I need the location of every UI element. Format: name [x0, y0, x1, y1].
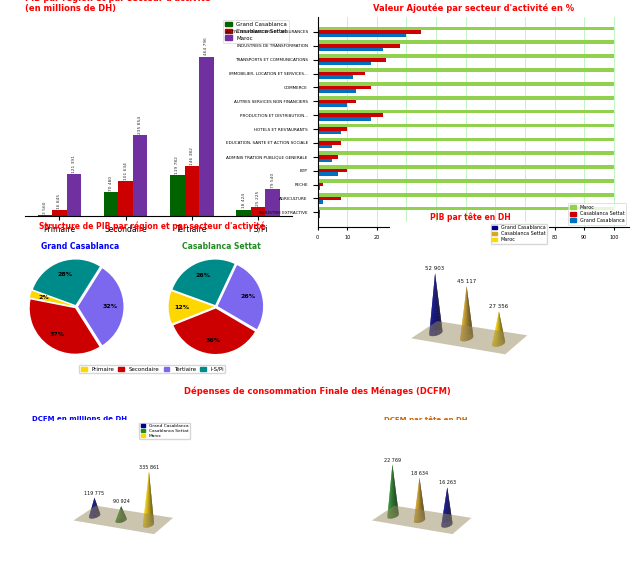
- Legend: Grand Casablanca, Casablanca Settat, Maroc: Grand Casablanca, Casablanca Settat, Mar…: [223, 20, 290, 43]
- Bar: [318, 30, 421, 34]
- Bar: [318, 145, 332, 148]
- Text: 32%: 32%: [102, 304, 117, 309]
- Title: PIB par tête en DH: PIB par tête en DH: [429, 212, 511, 222]
- Bar: [318, 165, 614, 169]
- Bar: [318, 214, 321, 218]
- Wedge shape: [30, 299, 100, 354]
- Wedge shape: [173, 260, 234, 305]
- Bar: [318, 193, 614, 197]
- Bar: [318, 61, 371, 65]
- Text: 119 782: 119 782: [175, 156, 179, 174]
- Bar: [318, 152, 614, 155]
- Wedge shape: [78, 268, 123, 345]
- Legend: Grand Casablanca, Casablanca Settat, Maroc: Grand Casablanca, Casablanca Settat, Mar…: [491, 224, 547, 244]
- Bar: [318, 131, 341, 135]
- Bar: [318, 55, 614, 58]
- Text: 12%: 12%: [175, 304, 190, 310]
- Bar: [104, 191, 118, 216]
- Bar: [318, 44, 401, 48]
- Bar: [251, 207, 265, 216]
- Bar: [133, 135, 147, 216]
- Bar: [318, 99, 356, 103]
- Bar: [318, 141, 341, 145]
- Legend: Primaire, Secondaire, Tertiaire, I-S/Pi: Primaire, Secondaire, Tertiaire, I-S/Pi: [79, 365, 225, 373]
- Text: 26%: 26%: [196, 273, 211, 278]
- Text: 16 845: 16 845: [57, 194, 62, 209]
- Bar: [318, 40, 614, 44]
- Text: DCFM en millions de DH: DCFM en millions de DH: [32, 416, 127, 422]
- Text: 36%: 36%: [206, 338, 221, 343]
- Text: 18 424: 18 424: [241, 193, 246, 208]
- Text: 70 480: 70 480: [109, 176, 113, 191]
- Text: 79 540: 79 540: [271, 172, 275, 187]
- Text: Grand Casablanca: Grand Casablanca: [41, 241, 119, 250]
- Bar: [318, 155, 338, 158]
- Wedge shape: [30, 291, 74, 306]
- Text: 26%: 26%: [241, 294, 255, 299]
- Bar: [318, 68, 614, 72]
- Bar: [318, 86, 371, 89]
- Bar: [170, 175, 185, 216]
- Bar: [318, 72, 365, 76]
- Text: 2%: 2%: [39, 295, 49, 300]
- Text: 464 796: 464 796: [204, 37, 208, 56]
- Bar: [318, 96, 614, 99]
- Text: 101 634: 101 634: [124, 162, 128, 180]
- Text: Casablanca Settat: Casablanca Settat: [182, 241, 260, 250]
- Bar: [318, 186, 321, 190]
- Bar: [318, 89, 356, 93]
- Bar: [265, 189, 280, 216]
- Bar: [318, 34, 406, 37]
- Title: Valeur Ajoutée par secteur d'activité en %: Valeur Ajoutée par secteur d'activité en…: [373, 4, 573, 14]
- Bar: [318, 197, 341, 200]
- Text: 28%: 28%: [58, 273, 73, 277]
- Bar: [236, 210, 251, 216]
- Text: DCFM par tête en DH: DCFM par tête en DH: [384, 416, 467, 423]
- Bar: [318, 27, 614, 30]
- Text: 235 854: 235 854: [138, 116, 142, 134]
- Bar: [318, 137, 614, 141]
- Text: Dépenses de consommation Finale des Ménages (DCFM): Dépenses de consommation Finale des Ména…: [184, 386, 451, 396]
- Text: 3 560: 3 560: [43, 201, 47, 214]
- Bar: [318, 179, 614, 183]
- Bar: [318, 210, 321, 214]
- Text: 146 382: 146 382: [190, 147, 194, 165]
- Text: PIB par région et par secteur d'activité
(en millions de DH): PIB par région et par secteur d'activité…: [25, 0, 211, 14]
- Bar: [67, 174, 81, 216]
- Text: 25 225: 25 225: [256, 191, 260, 206]
- Bar: [318, 200, 323, 204]
- Bar: [318, 183, 323, 186]
- Wedge shape: [169, 291, 214, 324]
- Text: 121 391: 121 391: [72, 155, 76, 173]
- Bar: [318, 207, 614, 210]
- Text: Structure de PIB par région et par secteur d'activité: Structure de PIB par région et par secte…: [39, 222, 265, 231]
- Bar: [318, 103, 347, 107]
- Bar: [318, 110, 614, 114]
- Wedge shape: [33, 260, 100, 305]
- Legend: Maroc, Casablanca Settat, Grand Casablanca: Maroc, Casablanca Settat, Grand Casablan…: [568, 203, 626, 225]
- Bar: [199, 57, 214, 216]
- Bar: [318, 124, 614, 127]
- Bar: [318, 158, 332, 162]
- Bar: [318, 76, 353, 79]
- Bar: [318, 82, 614, 86]
- Legend: Grand Casablanca, Casablanca Settat, Maroc: Grand Casablanca, Casablanca Settat, Mar…: [140, 423, 190, 439]
- Bar: [118, 181, 133, 216]
- Bar: [37, 215, 52, 216]
- Bar: [185, 166, 199, 216]
- Wedge shape: [218, 265, 263, 329]
- Bar: [318, 58, 385, 61]
- Bar: [318, 169, 347, 173]
- Bar: [318, 173, 338, 176]
- Bar: [318, 48, 383, 51]
- Wedge shape: [173, 308, 255, 354]
- Bar: [318, 114, 383, 117]
- Bar: [318, 117, 371, 120]
- Text: 37%: 37%: [50, 332, 65, 337]
- Bar: [318, 127, 347, 131]
- Bar: [52, 210, 67, 216]
